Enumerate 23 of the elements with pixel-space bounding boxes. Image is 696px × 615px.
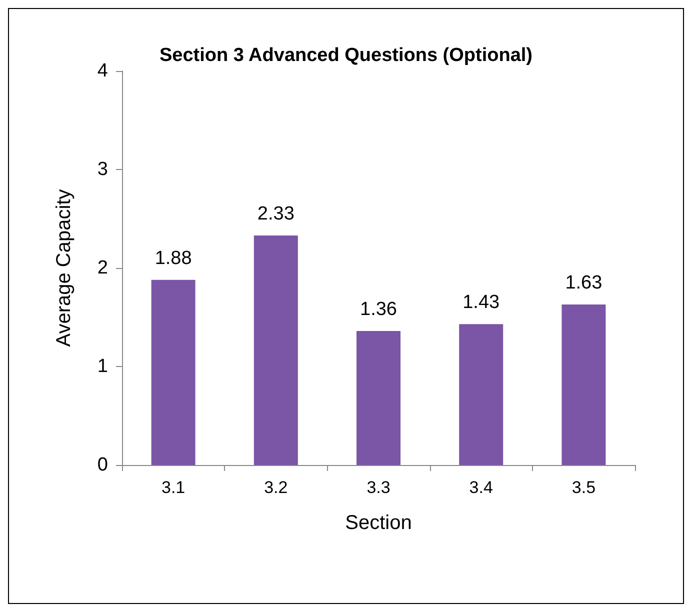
y-tick-label: 1 xyxy=(97,356,108,377)
bar xyxy=(254,235,298,465)
x-axis-title: Section xyxy=(345,512,412,534)
y-tick-label: 4 xyxy=(97,60,108,82)
x-tick-label: 3.5 xyxy=(572,478,596,497)
y-tick-label: 0 xyxy=(97,454,108,476)
data-label: 1.88 xyxy=(154,248,192,269)
data-label: 1.36 xyxy=(360,299,397,320)
data-label: 2.33 xyxy=(257,203,294,224)
x-tick-label: 3.3 xyxy=(366,478,390,497)
y-axis-title: Average Capacity xyxy=(53,189,75,347)
x-tick-label: 3.2 xyxy=(264,478,288,497)
y-tick-label: 3 xyxy=(97,159,108,180)
bar xyxy=(151,280,196,465)
bar xyxy=(459,324,504,465)
bar xyxy=(562,304,606,465)
data-label: 1.43 xyxy=(462,292,500,314)
x-tick-label: 3.1 xyxy=(161,478,186,497)
x-tick-label: 3.4 xyxy=(469,478,493,497)
y-tick-label: 2 xyxy=(97,258,108,278)
data-label: 1.63 xyxy=(565,272,602,294)
chart-title: Section 3 Advanced Questions (Optional) xyxy=(159,45,533,66)
bar xyxy=(356,331,400,465)
